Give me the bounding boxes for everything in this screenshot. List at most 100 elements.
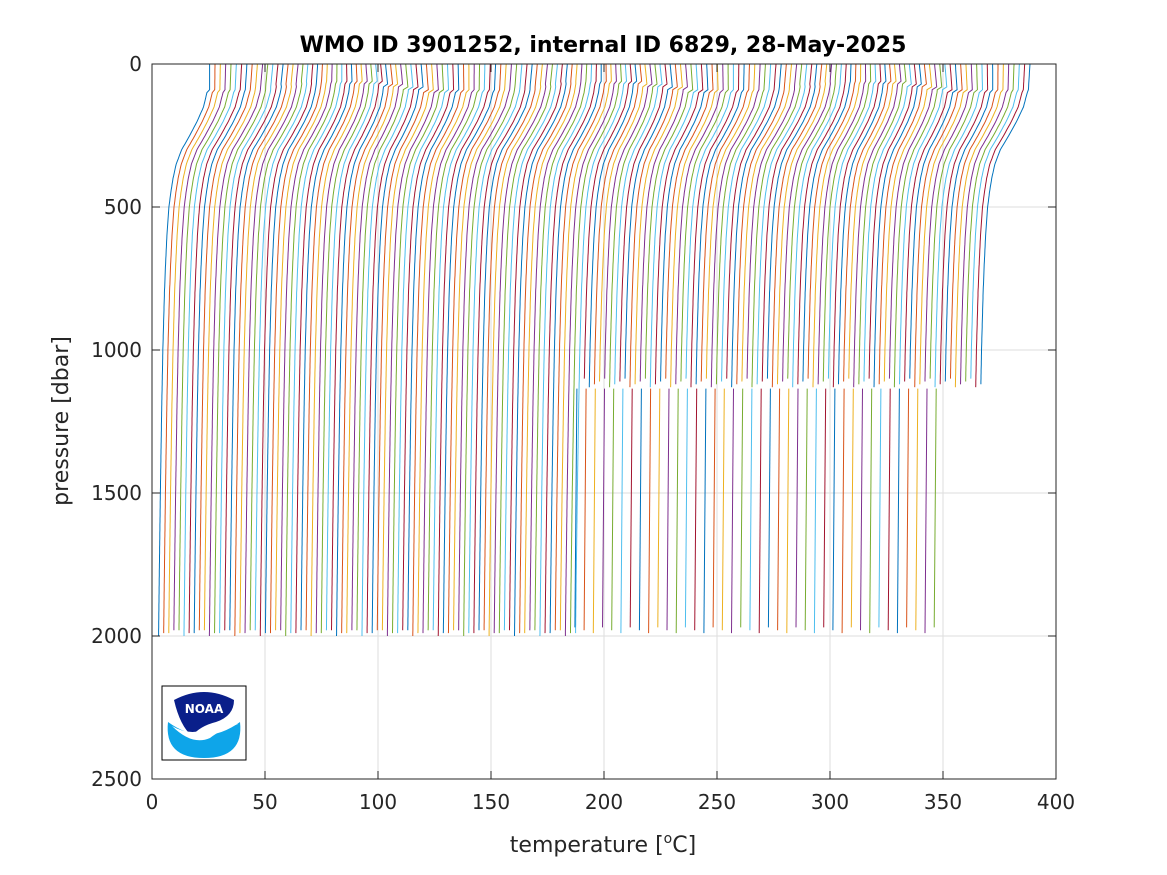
x-tick-label: 200	[585, 790, 623, 814]
profile-line	[700, 64, 750, 382]
profile-line	[539, 64, 593, 637]
deep-profile-line	[786, 388, 790, 634]
profile-line	[914, 64, 963, 388]
x-tick-label: 350	[924, 790, 962, 814]
profile-line	[934, 64, 984, 388]
deep-profile-line	[731, 388, 734, 634]
profile-line	[639, 64, 688, 382]
profile-line	[534, 64, 588, 631]
profile-line	[219, 64, 274, 634]
profile-line	[863, 64, 912, 382]
profile-line	[493, 64, 548, 634]
profile-line	[503, 64, 558, 631]
profile-line	[975, 64, 1026, 388]
profile-line	[163, 64, 216, 634]
y-axis-label: pressure [dbar]	[49, 336, 74, 506]
deep-profile-line	[915, 388, 919, 631]
profile-line	[919, 64, 968, 385]
y-tick-label: 1000	[91, 338, 142, 362]
y-tick-label: 2500	[91, 767, 142, 791]
deep-profile-line	[869, 388, 873, 634]
deep-profile-line	[749, 388, 753, 631]
profile-line	[736, 64, 787, 385]
profile-line	[325, 64, 378, 631]
profile-line	[514, 64, 568, 636]
profile-line	[614, 64, 663, 385]
profile-line	[473, 64, 528, 634]
profile-line	[198, 64, 253, 631]
profile-line	[427, 64, 481, 631]
profile-line	[386, 64, 439, 636]
profile-line	[264, 64, 319, 634]
profile-line	[726, 64, 777, 379]
profile-line	[229, 64, 284, 631]
profile-line	[756, 64, 808, 385]
profile-line	[468, 64, 523, 634]
profile-line	[822, 64, 872, 382]
deep-profile-line	[721, 388, 725, 631]
chart-title: WMO ID 3901252, internal ID 6829, 28-May…	[300, 33, 907, 58]
profile-line	[381, 64, 434, 631]
profile-line	[295, 64, 348, 634]
x-tick-label: 400	[1037, 790, 1075, 814]
tick-marks	[151, 63, 1057, 780]
logo-text: NOAA	[185, 702, 224, 716]
profile-line	[832, 64, 882, 388]
profile-line	[777, 64, 828, 385]
profile-line	[188, 64, 243, 634]
profile-line	[848, 64, 897, 379]
profile-line	[488, 64, 543, 636]
logo-dark-wave-icon	[174, 692, 234, 736]
deep-profile-line	[629, 388, 633, 628]
profile-line	[705, 64, 756, 379]
logo-white-swoosh-icon	[172, 722, 238, 741]
deep-profile-line	[813, 388, 817, 634]
deep-profile-line	[712, 388, 716, 628]
profile-line	[954, 64, 1004, 388]
profile-line	[939, 64, 989, 385]
profile-line	[787, 64, 837, 379]
deep-profile-line	[648, 388, 652, 634]
profile-line	[731, 64, 782, 388]
profile-line	[878, 64, 927, 385]
profile-line	[300, 64, 353, 631]
profile-line	[583, 64, 633, 379]
profile-line	[564, 64, 617, 636]
profile-line	[680, 64, 729, 382]
profile-line	[193, 64, 248, 634]
deep-profile-line	[924, 388, 928, 634]
profile-line	[366, 64, 419, 634]
deep-profile-line	[574, 388, 578, 628]
profile-line	[529, 64, 583, 631]
deep-profile-line	[758, 388, 762, 634]
profile-line	[203, 64, 258, 631]
x-tick-label: 50	[252, 790, 277, 814]
profile-line	[559, 64, 612, 631]
y-tick-label: 1500	[91, 481, 142, 505]
profile-line	[463, 64, 518, 636]
profile-line	[412, 64, 465, 636]
profile-lines	[158, 64, 1031, 637]
deep-profile-line	[592, 388, 596, 634]
profile-line	[807, 64, 857, 379]
deep-profile-line	[620, 388, 624, 634]
profile-line	[249, 64, 304, 631]
profile-line	[173, 64, 227, 631]
deep-profile-line	[878, 388, 882, 628]
profile-line	[208, 64, 264, 636]
profile-line	[909, 64, 958, 379]
y-tick-label: 0	[129, 52, 142, 76]
profile-line	[280, 64, 333, 631]
profile-line	[782, 64, 833, 382]
profile-line	[629, 64, 678, 388]
profile-line	[417, 64, 470, 634]
profile-line	[904, 64, 953, 382]
deep-profile-line	[841, 388, 845, 634]
profile-line	[407, 64, 460, 631]
x-tick-label: 250	[698, 790, 736, 814]
profile-line	[604, 64, 653, 379]
profile-line	[649, 64, 699, 388]
profile-line	[838, 64, 887, 385]
profile-line	[234, 64, 289, 637]
profile-line	[899, 64, 948, 385]
